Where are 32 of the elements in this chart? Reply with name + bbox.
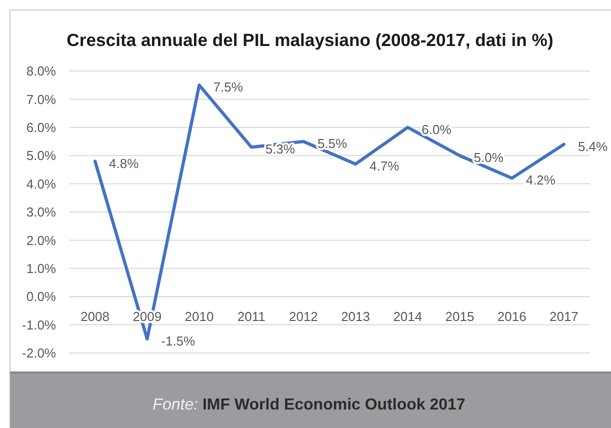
y-tick-label: 8.0% xyxy=(26,64,56,79)
x-tick-label: 2015 xyxy=(445,309,474,324)
y-tick-label: -1.0% xyxy=(22,317,56,332)
data-label: 4.2% xyxy=(526,172,556,188)
data-label: 5.3% xyxy=(265,142,296,157)
source-note: Fonte: IMF World Economic Outlook 2017 xyxy=(152,396,466,414)
y-tick-label: 5.0% xyxy=(26,148,56,164)
x-tick-label: 2017 xyxy=(549,309,578,324)
x-tick-label: 2012 xyxy=(288,309,318,324)
y-tick-label: 3.0% xyxy=(26,204,56,220)
y-tick-label: 1.0% xyxy=(26,260,56,276)
x-tick-label: 2008 xyxy=(80,309,110,324)
y-tick-label: 0.0% xyxy=(26,289,56,304)
y-tick-label: 4.0% xyxy=(26,176,56,192)
x-tick-label: 2013 xyxy=(341,309,370,324)
y-tick-label: 7.0% xyxy=(26,92,56,107)
data-label: 5.5% xyxy=(317,136,348,152)
data-label: -1.5% xyxy=(161,333,196,348)
x-tick-label: 2010 xyxy=(184,309,214,324)
data-label: 5.0% xyxy=(474,150,504,166)
x-tick-label: 2016 xyxy=(497,309,526,324)
data-label: 4.7% xyxy=(370,158,400,174)
y-tick-label: 2.0% xyxy=(26,232,56,248)
data-label: 4.8% xyxy=(109,156,140,171)
y-tick-label: 6.0% xyxy=(26,120,56,135)
x-tick-label: 2014 xyxy=(393,309,422,324)
chart-title: Crescita annuale del PIL malaysiano (2008-2017, dati in %) xyxy=(66,30,554,50)
data-label: 6.0% xyxy=(422,122,452,137)
data-label: 7.5% xyxy=(213,80,244,95)
y-tick-label: -2.0% xyxy=(22,346,56,361)
x-tick-label: 2011 xyxy=(237,309,266,324)
data-label: 5.4% xyxy=(578,138,608,154)
